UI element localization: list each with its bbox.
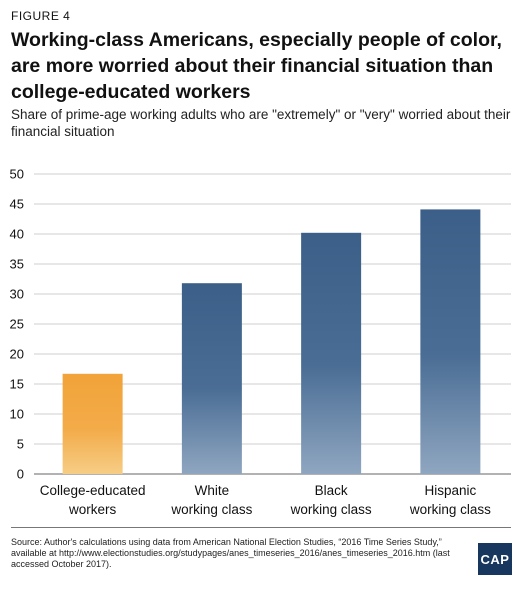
x-tick-label: White [195, 483, 230, 498]
bar [181, 283, 242, 474]
source-note: Source: Author's calculations using data… [11, 537, 450, 569]
x-tick-label: College-educated [40, 483, 146, 498]
x-tick-label: working class [290, 502, 372, 517]
x-tick-label: working class [409, 502, 491, 517]
y-tick-label: 20 [10, 347, 24, 362]
y-tick-label: 45 [10, 197, 24, 212]
bar-chart: 0 5 10 15 20 25 30 35 40 45 50 College-educated wor… [10, 167, 511, 517]
y-tick-label: 5 [17, 437, 24, 452]
chart-title: Working-class Americans, especially peop… [11, 29, 502, 103]
y-axis-ticks: 0 5 10 15 20 25 30 35 40 45 50 [10, 167, 24, 482]
chart-subtitle: Share of prime-age working adults who ar… [11, 107, 511, 139]
x-tick-label: workers [68, 502, 117, 517]
x-tick-label: working class [170, 502, 252, 517]
y-tick-label: 35 [10, 257, 24, 272]
bar [420, 209, 481, 474]
y-tick-label: 0 [17, 467, 24, 482]
y-tick-label: 50 [10, 167, 24, 182]
bars [62, 209, 481, 474]
source-divider [11, 527, 511, 528]
x-tick-label: Black [315, 483, 348, 498]
figure-label: FIGURE 4 [11, 9, 71, 23]
y-tick-label: 15 [10, 377, 24, 392]
y-tick-label: 10 [10, 407, 24, 422]
bar [301, 232, 362, 474]
cap-logo: CAP [478, 543, 512, 575]
x-tick-label: Hispanic [424, 483, 476, 498]
y-tick-label: 25 [10, 317, 24, 332]
y-tick-label: 30 [10, 287, 24, 302]
bar [62, 373, 123, 474]
x-axis-labels: College-educated workers White working clas… [40, 483, 491, 517]
y-tick-label: 40 [10, 227, 24, 242]
